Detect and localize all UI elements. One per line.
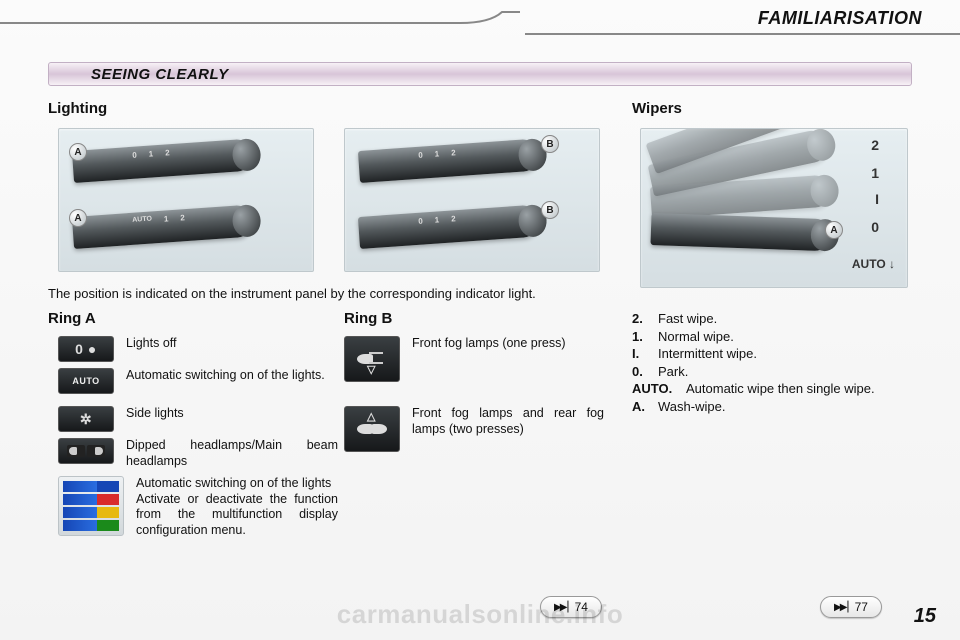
stalk: 012 [72, 138, 254, 182]
ringA-row: AUTO Automatic switching on of the light… [58, 368, 338, 394]
page-ref-num: 77 [855, 600, 868, 614]
section-title: FAMILIARISATION [758, 8, 922, 29]
wiper-val: Park. [658, 363, 688, 381]
wiper-key: 0. [632, 363, 658, 381]
stalk: AUTO12 [72, 204, 254, 248]
subhead-wipers: Wipers [632, 100, 682, 117]
wiper-num-auto: AUTO ↓ [852, 257, 895, 271]
ringA-menu-row: Automatic switching on of the lights Act… [58, 476, 338, 539]
ringA-menu-line2: Activate or deactivate the function from… [136, 492, 338, 537]
forward-icon: ▶▶⎮ [554, 602, 569, 613]
ringB-row: △ Front fog lamps and rear fog lamps (tw… [344, 406, 604, 452]
wiper-key: 1. [632, 328, 658, 346]
wiper-val: Intermittent wipe. [658, 345, 757, 363]
ring-b-heading: Ring B [344, 310, 392, 327]
badge-a-icon: A [69, 143, 87, 161]
badge-b-icon: B [541, 135, 559, 153]
subhead-lighting: Lighting [48, 100, 107, 117]
lighting-image-b: 012 B 012 B [344, 128, 600, 272]
page-ref-num: 74 [575, 600, 588, 614]
wiper-list: 2.Fast wipe. 1.Normal wipe. I.Intermitte… [632, 310, 875, 415]
forward-icon: ▶▶⎮ [834, 602, 849, 613]
ringA-menu-line1: Automatic switching on of the lights [136, 476, 331, 490]
banner-title: SEEING CLEARLY [48, 62, 912, 86]
wiper-key: A. [632, 398, 658, 416]
wiper-key: AUTO. [632, 380, 686, 398]
side-lights-icon: ✲ [58, 406, 114, 432]
lighting-image-a: 012 A AUTO12 A [58, 128, 314, 272]
ringB-label: Front fog lamps and rear fog lamps (two … [412, 406, 604, 437]
wiper-num-1: 1 [871, 165, 879, 181]
badge-a-icon: A [69, 209, 87, 227]
wiper-num-0: 0 [871, 219, 879, 235]
stalk-main [650, 213, 831, 251]
menu-config-icon [58, 476, 124, 536]
ringA-menu-text: Automatic switching on of the lights Act… [136, 476, 338, 539]
ringA-label: Automatic switching on of the lights. [126, 368, 325, 384]
front-fog-icon: ▽ [344, 336, 400, 382]
page-number: 15 [914, 605, 936, 628]
ringB-label: Front fog lamps (one press) [412, 336, 566, 352]
wiper-val: Wash-wipe. [658, 398, 725, 416]
wiper-val: Normal wipe. [658, 328, 734, 346]
page: FAMILIARISATION SEEING CLEARLY Lighting … [0, 0, 960, 640]
ringB-row: ▽ Front fog lamps (one press) [344, 336, 604, 382]
wiper-num-2: 2 [871, 137, 879, 153]
badge-b-icon: B [541, 201, 559, 219]
ringA-label: Dipped headlamps/Main beam headlamps [126, 438, 338, 469]
page-ref-77: ▶▶⎮ 77 [820, 596, 882, 618]
ring-a-heading: Ring A [48, 310, 96, 327]
page-ref-74: ▶▶⎮ 74 [540, 596, 602, 618]
wiper-key: 2. [632, 310, 658, 328]
front-rear-fog-icon: △ [344, 406, 400, 452]
auto-lights-icon: AUTO [58, 368, 114, 394]
ringA-row: 0 ● Lights off [58, 336, 338, 362]
wiper-val: Automatic wipe then single wipe. [686, 380, 875, 398]
lights-off-icon: 0 ● [58, 336, 114, 362]
wiper-key: I. [632, 345, 658, 363]
caption: The position is indicated on the instrum… [48, 286, 536, 301]
badge-a-icon: A [825, 221, 843, 239]
wiper-num-i: I [875, 191, 879, 207]
stalk: 012 [358, 138, 540, 182]
wiper-val: Fast wipe. [658, 310, 717, 328]
ringA-label: Lights off [126, 336, 177, 352]
ringA-row: Dipped headlamps/Main beam headlamps [58, 438, 338, 469]
wiper-image: A 2 1 I 0 AUTO ↓ [640, 128, 908, 288]
ringA-label: Side lights [126, 406, 184, 422]
ringA-row: ✲ Side lights [58, 406, 338, 432]
stalk: 012 [358, 204, 540, 248]
headlamps-icon [58, 438, 114, 464]
